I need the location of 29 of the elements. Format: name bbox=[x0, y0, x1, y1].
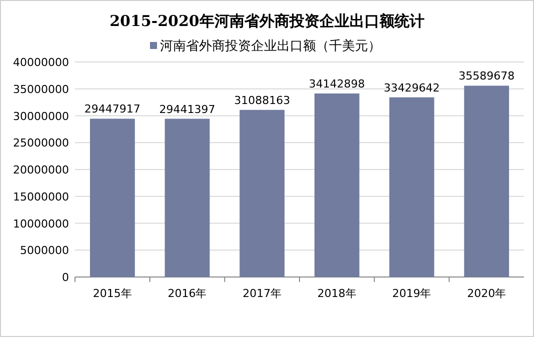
x-tick-label: 2018年 bbox=[317, 287, 356, 300]
y-tick-label: 30000000 bbox=[13, 110, 69, 123]
x-tick-label: 2015年 bbox=[92, 287, 132, 300]
bar bbox=[240, 110, 285, 277]
data-label: 29447917 bbox=[84, 102, 140, 116]
x-tick-label: 2019年 bbox=[392, 287, 432, 300]
y-tick-label: 15000000 bbox=[13, 190, 69, 204]
y-tick-label: 40000000 bbox=[13, 56, 69, 69]
legend-label: 河南省外商投资企业出口额（千美元） bbox=[160, 38, 381, 54]
x-tick-label: 2017年 bbox=[242, 287, 282, 300]
y-tick-label: 10000000 bbox=[13, 217, 69, 230]
y-tick-label: 0 bbox=[62, 271, 69, 284]
data-label: 29441397 bbox=[159, 102, 216, 116]
y-tick-label: 35000000 bbox=[13, 82, 69, 96]
x-tick-label: 2016年 bbox=[168, 287, 207, 300]
bar bbox=[164, 118, 210, 277]
data-label: 35589678 bbox=[458, 70, 515, 83]
data-label: 34142898 bbox=[308, 77, 365, 90]
bar bbox=[314, 93, 360, 277]
chart-title: 2015-2020年河南省外商投资企业出口额统计 bbox=[110, 12, 424, 30]
bar bbox=[464, 86, 510, 277]
y-tick-label: 5000000 bbox=[20, 244, 69, 258]
x-tick-label: 2020年 bbox=[467, 287, 506, 300]
data-label: 33429642 bbox=[384, 81, 440, 94]
y-tick-label: 25000000 bbox=[13, 136, 69, 150]
y-tick-label: 20000000 bbox=[13, 164, 69, 176]
bar bbox=[90, 118, 135, 277]
bar bbox=[389, 97, 434, 277]
data-label: 31088163 bbox=[234, 94, 290, 107]
